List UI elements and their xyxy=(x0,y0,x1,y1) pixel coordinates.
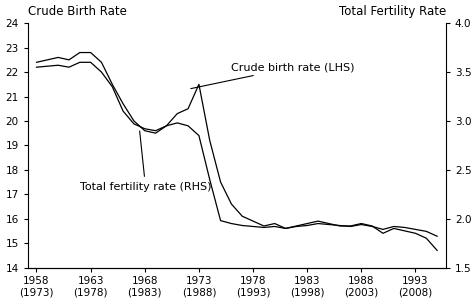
Text: Total fertility rate (RHS): Total fertility rate (RHS) xyxy=(79,131,211,192)
Text: Total Fertility Rate: Total Fertility Rate xyxy=(338,5,445,18)
Text: Crude birth rate (LHS): Crude birth rate (LHS) xyxy=(190,62,354,88)
Text: Crude Birth Rate: Crude Birth Rate xyxy=(28,5,127,18)
